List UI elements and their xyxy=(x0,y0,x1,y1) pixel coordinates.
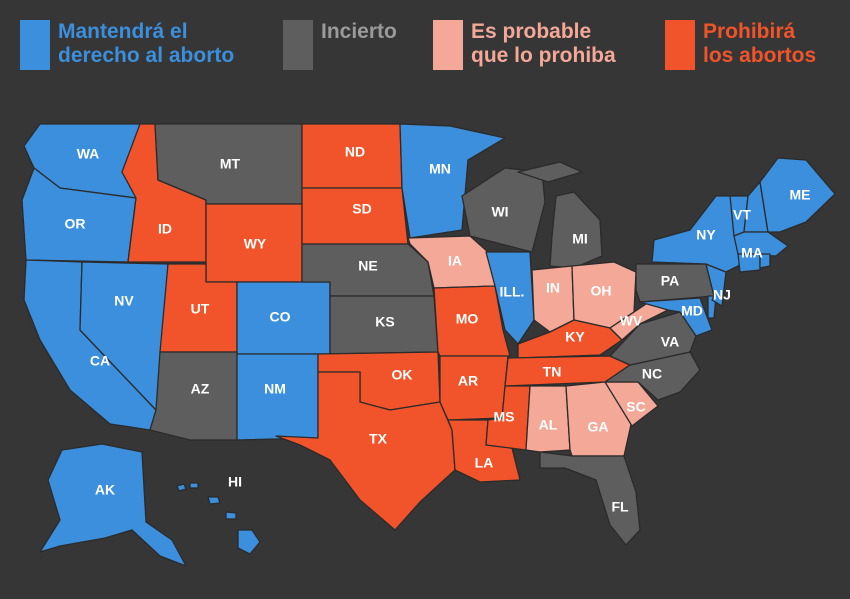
label-me: ME xyxy=(790,187,811,203)
legend-swatch-likely xyxy=(433,20,463,70)
state-nm xyxy=(236,353,319,441)
label-ky: KY xyxy=(565,329,585,345)
label-tn: TN xyxy=(543,364,562,380)
label-mi: MI xyxy=(572,231,588,247)
legend-label-ban: Prohibirá los abortos xyxy=(703,20,817,67)
state-ct xyxy=(737,253,761,273)
label-nd: ND xyxy=(345,144,365,160)
legend-item-keep: Mantendrá el derecho al aborto xyxy=(20,20,234,70)
label-co: CO xyxy=(270,309,291,325)
legend-swatch-ban xyxy=(665,20,695,70)
legend-item-ban: Prohibirá los abortos xyxy=(665,20,816,70)
state-md xyxy=(639,297,713,337)
legend-label-likely: Es probable que lo prohiba xyxy=(471,20,616,67)
label-ms: MS xyxy=(494,409,515,425)
label-nv: NV xyxy=(114,293,134,309)
label-ok: OK xyxy=(392,367,413,383)
state-hi xyxy=(176,482,261,555)
label-ks: KS xyxy=(375,314,394,330)
label-wv: WV xyxy=(620,313,643,329)
state-az xyxy=(149,351,238,441)
label-ne: NE xyxy=(358,258,377,274)
label-pa: PA xyxy=(661,273,679,289)
label-mn: MN xyxy=(429,161,451,177)
label-ny: NY xyxy=(696,227,716,243)
label-az: AZ xyxy=(191,381,210,397)
legend-swatch-uncertain xyxy=(283,20,313,70)
legend-label-keep: Mantendrá el derecho al aborto xyxy=(58,20,235,67)
map-legend: Mantendrá el derecho al aborto Incierto … xyxy=(0,14,850,84)
label-wi: WI xyxy=(491,204,508,220)
state-ak xyxy=(39,443,187,567)
state-ar xyxy=(439,355,509,421)
label-sd: SD xyxy=(352,201,371,217)
label-mt: MT xyxy=(220,156,241,172)
label-ma: MA xyxy=(741,245,763,261)
state-ri xyxy=(759,253,771,269)
label-in: IN xyxy=(546,280,560,296)
label-hi: HI xyxy=(228,474,242,490)
legend-swatch-keep xyxy=(20,20,50,70)
legend-item-uncertain: Incierto xyxy=(283,20,397,70)
label-ar: AR xyxy=(458,373,478,389)
state-al xyxy=(525,385,571,453)
label-tx: TX xyxy=(369,431,388,447)
legend-label-uncertain: Incierto xyxy=(321,20,397,43)
label-oh: OH xyxy=(591,283,612,299)
legend-item-likely: Es probable que lo prohiba xyxy=(433,20,616,70)
label-nm: NM xyxy=(264,381,286,397)
label-ga: GA xyxy=(588,419,609,435)
label-wa: WA xyxy=(77,146,100,162)
label-mo: MO xyxy=(456,311,479,327)
state-tx xyxy=(275,371,456,531)
state-me xyxy=(759,157,836,233)
label-fl: FL xyxy=(611,499,629,515)
state-labels: WA OR CA NV ID MT WY UT CO AZ NM ND SD N… xyxy=(65,144,811,515)
label-il: ILL. xyxy=(500,284,525,300)
label-vt: VT xyxy=(733,207,751,223)
label-id: ID xyxy=(158,221,172,237)
label-ia: IA xyxy=(448,253,462,269)
label-ut: UT xyxy=(191,301,210,317)
label-nj: NJ xyxy=(713,287,731,303)
label-al: AL xyxy=(539,417,558,433)
label-la: LA xyxy=(475,455,494,471)
state-in xyxy=(531,265,575,333)
label-md: MD xyxy=(681,303,703,319)
label-wy: WY xyxy=(244,236,267,252)
label-ca: CA xyxy=(90,353,110,369)
label-nc: NC xyxy=(642,366,662,382)
label-ak: AK xyxy=(95,482,115,498)
state-wi xyxy=(461,167,546,253)
state-mi xyxy=(517,161,603,269)
state-fl xyxy=(539,451,641,546)
label-or: OR xyxy=(65,216,86,232)
label-va: VA xyxy=(661,334,679,350)
label-sc: SC xyxy=(626,399,645,415)
